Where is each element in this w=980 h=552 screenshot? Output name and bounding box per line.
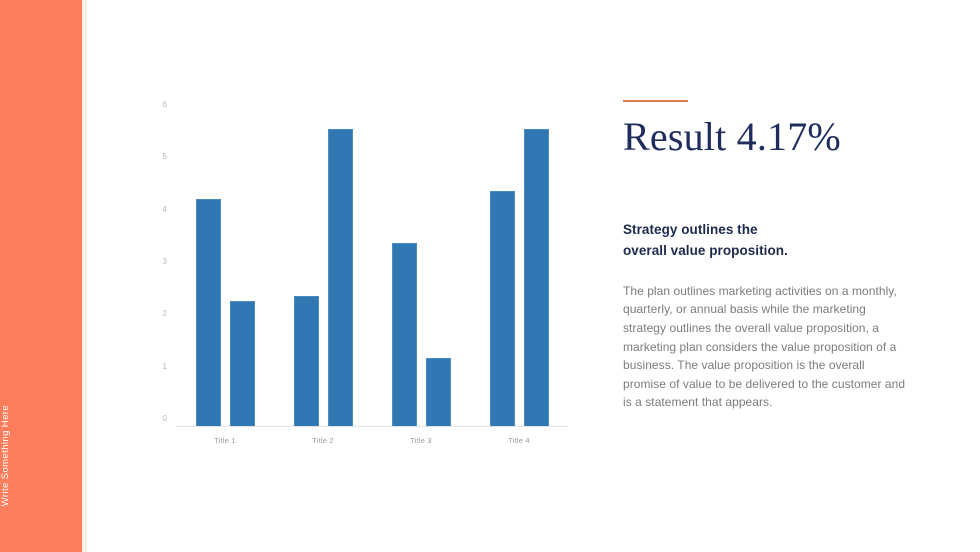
bar-group: Title 2 <box>274 113 372 445</box>
bar[interactable] <box>425 358 451 426</box>
y-axis-tick-6: 6 <box>162 100 167 109</box>
sidebar-edge-strip <box>82 0 87 552</box>
page-title: Result 4.17% <box>623 114 841 159</box>
bar[interactable] <box>523 128 549 426</box>
subheading-line-1: Strategy outlines the <box>623 222 758 237</box>
bar[interactable] <box>327 128 353 426</box>
bar[interactable] <box>391 243 417 426</box>
subheading: Strategy outlines the overall value prop… <box>623 220 908 262</box>
body-paragraph: The plan outlines marketing activities o… <box>623 283 906 410</box>
bar[interactable] <box>293 295 319 426</box>
chart-plot-area: 0 1 2 3 4 5 6 Title 1 Title 2 Title 3 Title 4 <box>163 101 568 445</box>
x-axis-category-label: Title 2 <box>312 436 334 445</box>
left-accent-sidebar <box>0 0 82 552</box>
y-axis-tick-0: 0 <box>162 414 167 423</box>
bar-chart: 0 1 2 3 4 5 6 Title 1 Title 2 Title 3 Title 4 <box>140 100 580 455</box>
right-text-panel: Result 4.17% Strategy outlines the overa… <box>623 100 908 412</box>
x-axis-category-label: Title 4 <box>508 436 530 445</box>
bar[interactable] <box>229 300 255 426</box>
subheading-line-2: overall value proposition. <box>623 242 788 258</box>
bar-groups: Title 1 Title 2 Title 3 Title 4 <box>176 113 568 445</box>
y-axis-tick-2: 2 <box>162 309 167 319</box>
y-axis-tick-3: 3 <box>162 257 167 266</box>
bar-group: Title 3 <box>372 113 470 445</box>
bar-group: Title 1 <box>176 113 274 445</box>
bar-group: Title 4 <box>470 113 568 445</box>
sidebar-vertical-label: Write Something Here <box>0 404 11 506</box>
y-axis-tick-4: 4 <box>162 204 167 214</box>
x-axis-category-label: Title 1 <box>214 436 236 445</box>
accent-rule <box>623 100 688 102</box>
x-axis-line <box>176 426 568 427</box>
y-axis-tick-5: 5 <box>162 152 167 162</box>
bar[interactable] <box>195 199 221 426</box>
y-axis-tick-1: 1 <box>162 361 167 371</box>
bar[interactable] <box>489 191 515 426</box>
x-axis-category-label: Title 3 <box>410 436 432 445</box>
